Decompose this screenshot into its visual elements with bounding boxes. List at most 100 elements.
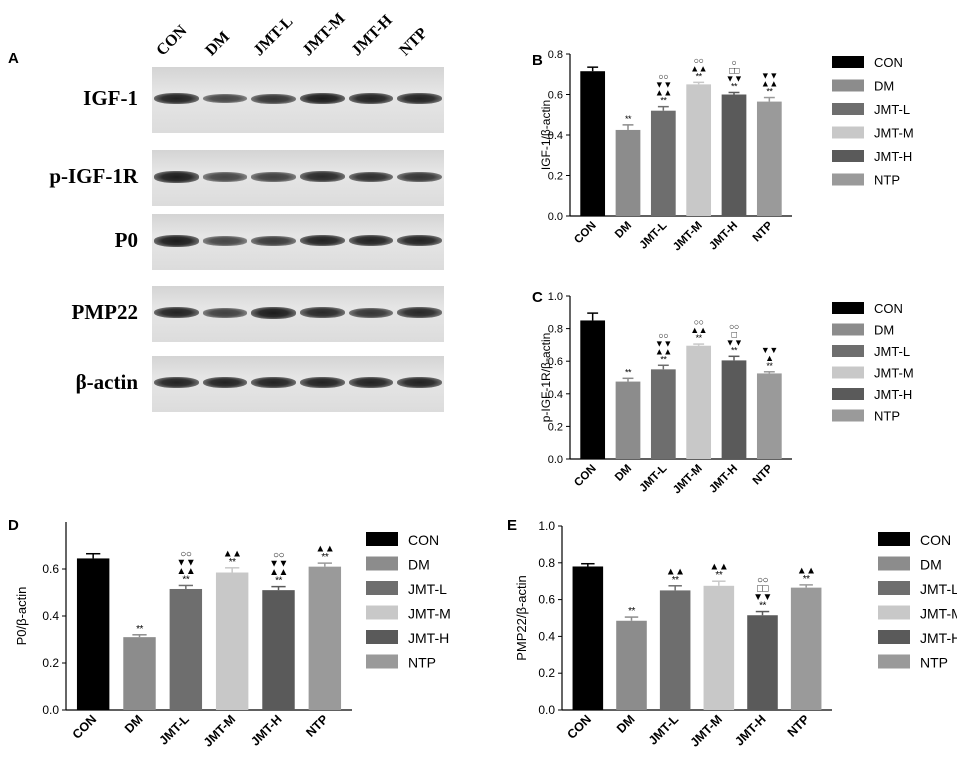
significance-mark: **	[321, 552, 328, 563]
blot-row-label: p-IGF-1R	[49, 164, 138, 188]
bar-jmt-l	[650, 110, 676, 216]
blot-strip	[152, 67, 444, 133]
significance-mark: **	[759, 601, 766, 612]
y-tick-label: 0.6	[42, 562, 59, 576]
significance-mark: ▼▼	[761, 71, 778, 81]
significance-mark: ▲▲	[761, 79, 778, 89]
blot-strip	[152, 150, 444, 206]
x-tick-label-con: CON	[70, 712, 100, 742]
legend-swatch-jmt-l	[832, 103, 864, 115]
blot-band	[300, 307, 345, 319]
x-tick-label-ntp: NTP	[751, 462, 776, 487]
legend-swatch-jmt-h	[366, 630, 398, 644]
blot-band	[300, 377, 345, 389]
significance-mark: **	[229, 557, 236, 568]
significance-mark: ○○	[694, 317, 704, 327]
legend-label: JMT-H	[920, 630, 957, 646]
significance-mark: **	[696, 333, 703, 343]
chart-c: 0.0 0.2 0.4 0.6 0.8 1.0 p-IGF-1R/β-actin CON ** D…	[540, 291, 914, 496]
x-tick-label-con: CON	[572, 463, 599, 490]
bar-jmt-h	[721, 360, 747, 459]
legend-label: JMT-H	[874, 387, 912, 402]
blot-band	[397, 93, 442, 105]
y-tick-label: 0.4	[548, 130, 563, 142]
legend-label: DM	[874, 323, 894, 338]
legend-swatch-jmt-h	[878, 630, 910, 644]
legend-label: JMT-M	[874, 366, 914, 381]
blot-band	[348, 377, 394, 389]
legend-swatch-ntp	[832, 173, 864, 186]
legend-swatch-jmt-h	[832, 150, 864, 162]
significance-mark: ▼▼	[761, 345, 778, 355]
legend-swatch-jmt-h	[832, 388, 864, 400]
chart-d: 0.00.20.40.6P0/β-actinCON**DM**▲▲▼▼○○JMT…	[14, 522, 451, 750]
y-tick-label: 0.6	[548, 90, 563, 102]
significance-mark: ▲▲	[655, 346, 672, 356]
legend-swatch-ntp	[366, 654, 398, 669]
blot-band	[300, 92, 345, 105]
legend-swatch-dm	[832, 323, 864, 336]
significance-mark: **	[628, 606, 635, 617]
blot-band	[202, 308, 248, 318]
x-tick-label-jmt-l: JMT-L	[637, 220, 669, 252]
y-tick-label: 0.2	[548, 421, 563, 433]
bar-jmt-h	[262, 590, 295, 710]
blot-band	[397, 235, 442, 247]
x-tick-label-jmt-l: JMT-L	[646, 712, 682, 748]
blot-band	[154, 377, 199, 389]
significance-mark: ○○	[694, 55, 704, 65]
y-tick-label: 0.4	[42, 609, 59, 623]
blot-band	[251, 172, 296, 182]
y-tick-label: 0.2	[42, 656, 59, 670]
blot-band	[251, 377, 296, 389]
significance-mark: **	[731, 81, 738, 91]
legend-swatch-jmt-m	[366, 605, 398, 620]
y-tick-label: 0.8	[548, 324, 563, 336]
significance-mark: □□	[729, 65, 740, 75]
bar-ntp	[790, 587, 822, 710]
panel-letter-d: D	[8, 517, 19, 534]
legend-swatch-con	[832, 56, 864, 68]
blot-band	[348, 307, 394, 318]
blot-band	[300, 171, 345, 183]
significance-mark: **	[136, 624, 143, 635]
bar-jmt-l	[659, 590, 691, 710]
blot-strip	[152, 286, 444, 342]
blot-band	[251, 307, 296, 319]
significance-mark: **	[625, 114, 632, 124]
legend-swatch-jmt-l	[366, 581, 398, 595]
significance-mark: ▲▲	[269, 567, 288, 578]
bar-jmt-l	[650, 369, 676, 459]
legend-label: DM	[920, 557, 942, 573]
significance-mark: ▲▲	[176, 566, 195, 577]
blot-band	[251, 235, 296, 246]
x-tick-label-jmt-m: JMT-M	[671, 220, 705, 254]
legend-swatch-con	[878, 532, 910, 546]
x-tick-label-con: CON	[572, 220, 599, 247]
bar-dm	[123, 637, 156, 710]
blot-strip	[152, 356, 444, 412]
legend-label: JMT-H	[874, 149, 912, 164]
panel-letter-b: B	[532, 52, 543, 69]
significance-mark: **	[766, 87, 773, 97]
x-tick-label-ntp: NTP	[303, 712, 331, 740]
y-tick-label: 0.0	[548, 211, 563, 223]
blot-row-label: P0	[114, 228, 138, 252]
legend-swatch-jmt-m	[878, 605, 910, 620]
significance-mark: ▼▼	[655, 80, 672, 90]
bar-ntp	[756, 101, 782, 216]
legend-label: JMT-L	[408, 581, 447, 597]
significance-mark: ▼▼	[269, 559, 288, 570]
significance-mark: ▼▼	[176, 557, 195, 568]
significance-mark: ○○	[273, 550, 285, 561]
significance-mark: ▲	[765, 353, 773, 363]
legend-swatch-dm	[366, 556, 398, 571]
legend-swatch-jmt-l	[832, 345, 864, 357]
legend-swatch-dm	[878, 556, 910, 571]
legend-label: NTP	[874, 173, 900, 188]
blot-band	[348, 171, 394, 183]
blot-band	[397, 307, 442, 319]
legend-label: NTP	[920, 655, 948, 671]
significance-mark: ○○	[729, 321, 739, 331]
legend-swatch-jmt-m	[832, 126, 864, 139]
